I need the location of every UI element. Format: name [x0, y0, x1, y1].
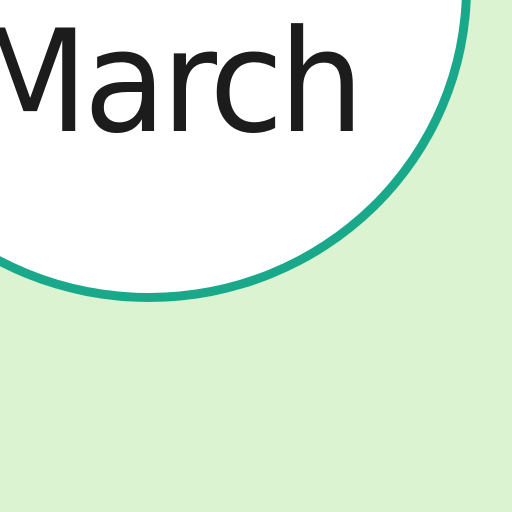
month-label: March [0, 0, 364, 165]
